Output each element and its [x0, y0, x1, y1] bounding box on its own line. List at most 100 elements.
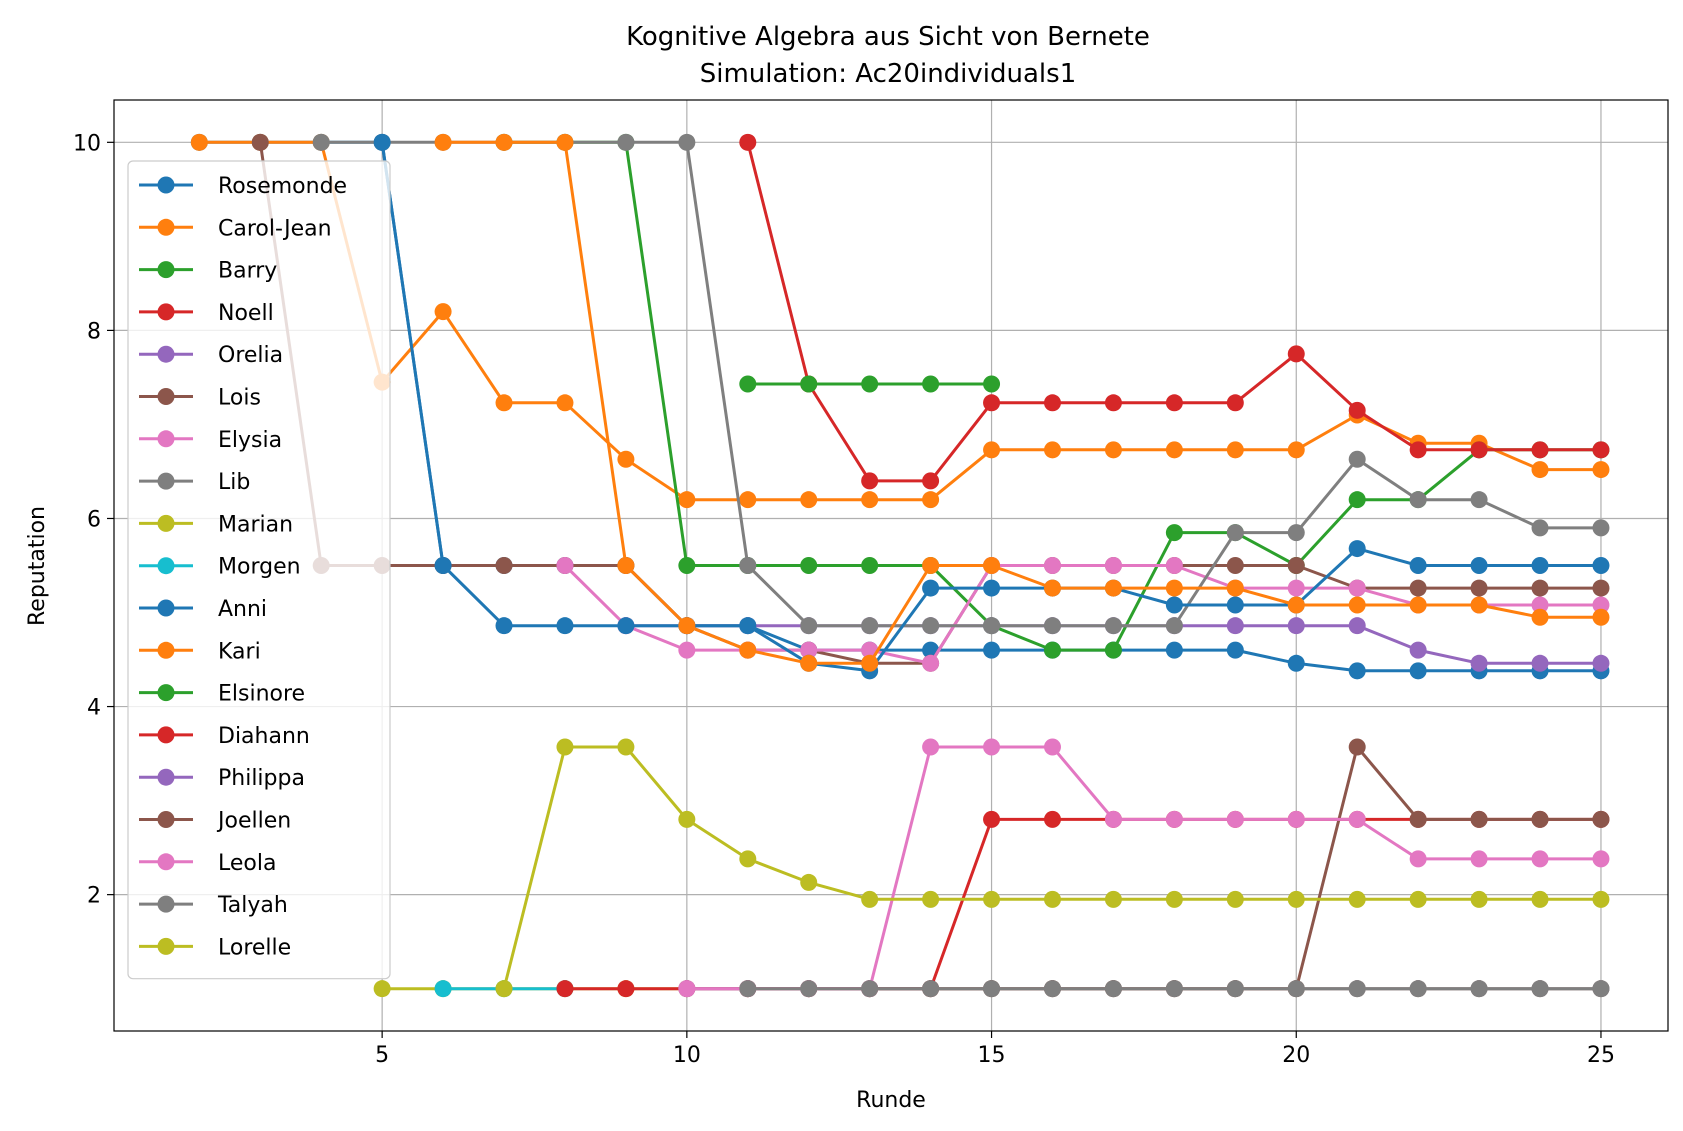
- data-point: [922, 654, 940, 672]
- data-point: [1409, 579, 1427, 597]
- legend-label: Marian: [218, 512, 293, 537]
- data-point: [1287, 890, 1305, 908]
- data-point: [800, 617, 818, 635]
- data-point: [1287, 980, 1305, 998]
- data-point: [922, 375, 940, 393]
- legend-label: Philippa: [218, 766, 305, 791]
- legend-item: Elysia: [139, 428, 282, 453]
- data-point: [373, 133, 391, 151]
- data-point: [678, 980, 696, 998]
- legend-label: Kari: [218, 639, 261, 664]
- data-point: [495, 394, 513, 412]
- data-point: [1531, 461, 1549, 479]
- data-point: [617, 980, 635, 998]
- data-point: [1226, 617, 1244, 635]
- data-point: [1409, 596, 1427, 614]
- data-point: [1409, 441, 1427, 459]
- chart-title: Kognitive Algebra aus Sicht von Bernete: [626, 22, 1150, 52]
- data-point: [922, 472, 940, 490]
- data-point: [1409, 810, 1427, 828]
- data-point: [1226, 641, 1244, 659]
- data-point: [983, 738, 1001, 756]
- series-talyah: [739, 980, 1610, 998]
- legend-label: Joellen: [216, 809, 291, 834]
- legend-label: Anni: [218, 597, 267, 622]
- data-point: [1409, 850, 1427, 868]
- data-point: [922, 738, 940, 756]
- legend-frame: [127, 160, 391, 980]
- x-tick-label: 10: [673, 1043, 701, 1068]
- data-point: [678, 641, 696, 659]
- legend-swatch-marker: [157, 261, 175, 279]
- data-point: [1348, 980, 1366, 998]
- data-point: [1226, 524, 1244, 542]
- series-noell: [739, 133, 1610, 490]
- legend-swatch-marker: [157, 472, 175, 490]
- data-point: [983, 641, 1001, 659]
- data-point: [1104, 890, 1122, 908]
- data-point: [1165, 890, 1183, 908]
- data-point: [1165, 596, 1183, 614]
- data-point: [1348, 401, 1366, 419]
- data-point: [1592, 980, 1610, 998]
- chart-subtitle: Simulation: Ac20individuals1: [700, 59, 1077, 89]
- data-point: [1165, 641, 1183, 659]
- legend-item: Orelia: [139, 343, 283, 368]
- data-point: [1348, 617, 1366, 635]
- data-point: [983, 890, 1001, 908]
- legend-swatch-marker: [157, 218, 175, 236]
- data-point: [1226, 980, 1244, 998]
- legend-swatch-marker: [157, 937, 175, 955]
- y-axis-label: Reputation: [25, 506, 50, 626]
- data-point: [556, 394, 574, 412]
- data-point: [983, 557, 1001, 574]
- data-point: [495, 617, 513, 635]
- data-point: [861, 375, 879, 393]
- data-point: [1287, 654, 1305, 672]
- data-point: [1531, 579, 1549, 597]
- legend-item: Lois: [139, 386, 261, 411]
- data-point: [1531, 519, 1549, 537]
- legend-label: Leola: [218, 851, 276, 876]
- data-point: [1043, 579, 1061, 597]
- data-point: [617, 738, 635, 756]
- data-point: [1592, 850, 1610, 868]
- data-point: [1043, 890, 1061, 908]
- y-tick-label: 4: [87, 696, 101, 721]
- data-point: [800, 654, 818, 672]
- data-point: [1043, 617, 1061, 635]
- data-point: [1226, 441, 1244, 459]
- data-point: [800, 375, 818, 393]
- data-point: [739, 133, 757, 151]
- legend-item: Lib: [139, 470, 250, 495]
- data-point: [1287, 345, 1305, 363]
- legend-item: Rosemonde: [139, 174, 347, 199]
- data-point: [434, 133, 452, 151]
- data-point: [1165, 617, 1183, 635]
- data-point: [861, 472, 879, 490]
- data-point: [1226, 810, 1244, 828]
- data-point: [1104, 641, 1122, 659]
- data-point: [1226, 579, 1244, 597]
- data-point: [1165, 441, 1183, 459]
- data-point: [1287, 810, 1305, 828]
- data-point: [678, 491, 696, 509]
- data-point: [800, 491, 818, 509]
- data-point: [1104, 579, 1122, 597]
- data-point: [1531, 654, 1549, 672]
- legend-swatch-marker: [157, 303, 175, 321]
- data-point: [1592, 461, 1610, 479]
- data-point: [922, 980, 940, 998]
- data-point: [800, 557, 818, 574]
- data-point: [922, 491, 940, 509]
- data-point: [1165, 524, 1183, 542]
- data-point: [373, 980, 391, 998]
- data-point: [1226, 890, 1244, 908]
- data-point: [190, 133, 208, 151]
- data-point: [1348, 579, 1366, 597]
- data-point: [1104, 810, 1122, 828]
- series-elsinore: [739, 375, 1001, 393]
- legend: Rosemonde Carol-Jean Barry Noell Orelia Lois E…: [127, 160, 391, 980]
- data-point: [434, 557, 452, 574]
- legend-label: Barry: [218, 259, 277, 284]
